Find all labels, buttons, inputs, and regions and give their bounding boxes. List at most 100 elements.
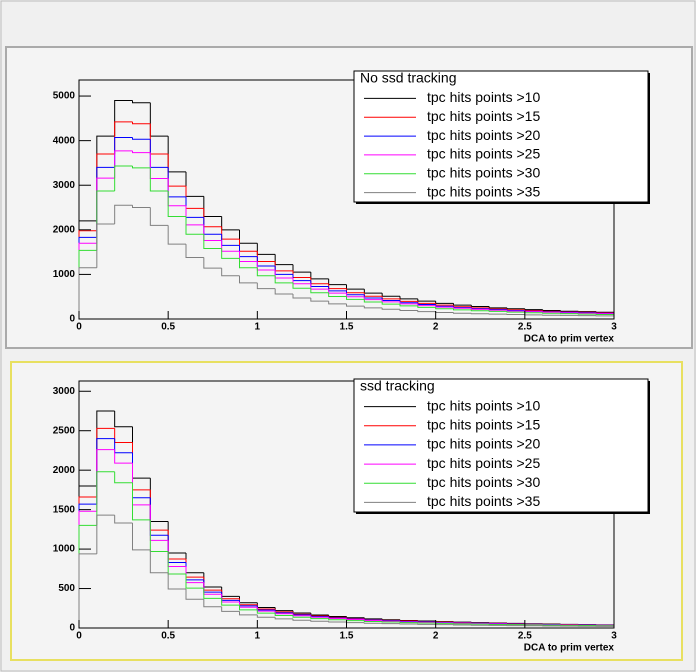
histogram-bin — [274, 275, 293, 284]
y-tick-label: 4000 — [53, 135, 76, 146]
histogram-bin — [292, 618, 311, 621]
histogram-bin — [381, 302, 400, 305]
histogram-bin — [132, 166, 151, 169]
histogram-bin — [114, 515, 133, 524]
histogram-bin — [328, 292, 347, 297]
histogram-bin — [470, 313, 490, 315]
histogram-bin — [363, 306, 383, 309]
legend-label: tpc hits points >15 — [427, 416, 540, 432]
histogram-bin — [381, 293, 400, 297]
y-tick-label: 1500 — [53, 504, 76, 515]
legend-label: tpc hits points >20 — [427, 127, 540, 143]
x-tick-label: 2 — [433, 322, 439, 333]
histogram-bin — [96, 471, 115, 526]
histogram-bin — [274, 617, 293, 620]
histogram-bin — [381, 620, 400, 622]
histogram-bin — [274, 613, 293, 617]
histogram-bin — [363, 299, 383, 303]
histogram-bin — [381, 299, 400, 303]
histogram-bin — [132, 137, 151, 140]
histogram-bin — [114, 471, 133, 484]
legend-label: tpc hits points >25 — [427, 455, 540, 471]
histogram-bin — [256, 614, 276, 618]
histogram-bin — [239, 611, 258, 616]
histogram-bin — [239, 258, 258, 269]
histogram-bin — [167, 225, 186, 245]
histogram-bin — [203, 588, 222, 599]
y-tick-label: 0 — [69, 623, 75, 634]
histogram-bin — [310, 288, 329, 294]
histogram-bin — [221, 248, 240, 259]
histogram-bin — [239, 275, 258, 284]
histogram-bin — [203, 234, 222, 250]
histogram-bin — [435, 307, 454, 310]
histogram-bin — [256, 609, 276, 614]
histogram-bin — [203, 599, 222, 608]
histogram-bin — [328, 617, 347, 620]
legend — [353, 378, 649, 513]
histogram-bin — [221, 268, 240, 277]
histogram-bin — [328, 618, 347, 621]
histogram-bin — [78, 267, 97, 319]
histogram-bin — [363, 620, 383, 622]
y-tick-label: 2000 — [53, 224, 76, 235]
histogram-bin — [149, 167, 169, 192]
histogram-bin — [221, 606, 240, 612]
histogram-bin — [328, 301, 347, 305]
histogram-bin — [114, 449, 133, 464]
histogram-bin — [417, 305, 436, 308]
histogram-bin — [114, 204, 133, 225]
y-tick-label: 500 — [58, 583, 75, 594]
legend-label: tpc hits points >30 — [427, 474, 540, 490]
histogram-bin — [185, 244, 204, 258]
histogram-bin — [381, 307, 400, 310]
histogram-bin — [310, 617, 329, 620]
histogram-bin — [185, 573, 204, 589]
histogram-bin — [132, 205, 151, 209]
histogram-bin — [132, 150, 151, 154]
y-tick-label: 3000 — [53, 386, 76, 397]
x-tick-label: 1 — [255, 322, 261, 333]
legend-label: tpc hits points >15 — [427, 108, 540, 124]
histogram-bin — [292, 282, 311, 289]
x-tick-label: 0.5 — [161, 322, 175, 333]
histogram-bin — [346, 296, 365, 300]
histogram-bin — [488, 309, 507, 311]
histogram-bin — [399, 304, 418, 307]
histogram-bin — [292, 615, 311, 618]
histogram-bin — [274, 288, 293, 295]
histogram-bin — [435, 305, 454, 308]
x-tick-label: 2.5 — [518, 631, 532, 642]
x-tick-label: 0.5 — [161, 631, 175, 642]
x-tick-label: 3 — [611, 631, 617, 642]
histogram-bin — [221, 598, 240, 606]
histogram-bin — [185, 216, 204, 235]
histogram-bin — [310, 620, 329, 622]
legend-title: No ssd tracking — [360, 70, 456, 86]
histogram-bin — [132, 523, 151, 551]
histogram-bin — [185, 588, 204, 600]
x-tick-label: 2.5 — [518, 322, 532, 333]
histogram-bin — [256, 282, 276, 290]
legend-label: tpc hits points >35 — [427, 493, 540, 509]
histogram-bin — [132, 121, 151, 125]
histogram-bin — [363, 622, 383, 624]
histogram-bin — [346, 303, 365, 307]
histogram-bin — [310, 298, 329, 302]
histogram-bin — [114, 410, 133, 428]
y-tick-label: 1000 — [53, 269, 76, 280]
y-tick-label: 0 — [69, 314, 75, 325]
histogram-bin — [114, 165, 133, 192]
y-tick-label: 2500 — [53, 425, 76, 436]
x-axis-label: DCA to prim vertex — [524, 643, 615, 654]
legend-label: tpc hits points >30 — [427, 164, 540, 180]
x-tick-label: 3 — [611, 322, 617, 333]
y-tick-label: 2000 — [53, 465, 76, 476]
histogram-bin — [203, 257, 222, 269]
histogram-bin — [78, 553, 97, 628]
y-tick-label: 1000 — [53, 544, 76, 555]
histogram-bin — [167, 191, 186, 217]
histogram-bin — [256, 267, 276, 277]
